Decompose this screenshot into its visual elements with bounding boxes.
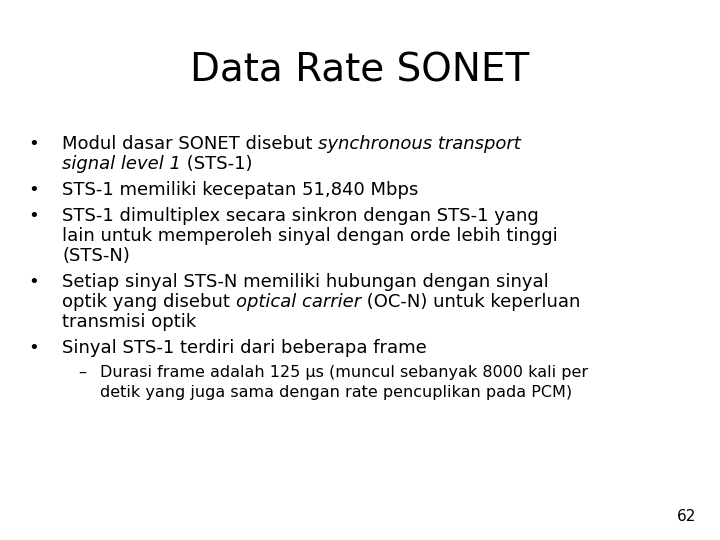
Text: (OC-N) untuk keperluan: (OC-N) untuk keperluan xyxy=(361,293,580,311)
Text: transmisi optik: transmisi optik xyxy=(62,313,197,331)
Text: STS-1 memiliki kecepatan 51,840 Mbps: STS-1 memiliki kecepatan 51,840 Mbps xyxy=(62,181,418,199)
Text: •: • xyxy=(28,207,39,225)
Text: optik yang disebut: optik yang disebut xyxy=(62,293,235,311)
Text: lain untuk memperoleh sinyal dengan orde lebih tinggi: lain untuk memperoleh sinyal dengan orde… xyxy=(62,227,558,245)
Text: Sinyal STS-1 terdiri dari beberapa frame: Sinyal STS-1 terdiri dari beberapa frame xyxy=(62,339,427,357)
Text: optical carrier: optical carrier xyxy=(235,293,361,311)
Text: •: • xyxy=(28,181,39,199)
Text: •: • xyxy=(28,135,39,153)
Text: –: – xyxy=(78,365,86,380)
Text: Data Rate SONET: Data Rate SONET xyxy=(190,52,530,90)
Text: STS-1 dimultiplex secara sinkron dengan STS-1 yang: STS-1 dimultiplex secara sinkron dengan … xyxy=(62,207,539,225)
Text: (STS-1): (STS-1) xyxy=(181,155,253,173)
Text: Setiap sinyal STS-N memiliki hubungan dengan sinyal: Setiap sinyal STS-N memiliki hubungan de… xyxy=(62,273,549,291)
Text: Durasi frame adalah 125 μs (muncul sebanyak 8000 kali per: Durasi frame adalah 125 μs (muncul seban… xyxy=(100,365,588,380)
Text: (STS-N): (STS-N) xyxy=(62,247,130,265)
Text: Modul dasar SONET disebut: Modul dasar SONET disebut xyxy=(62,135,318,153)
Text: 62: 62 xyxy=(677,509,696,524)
Text: •: • xyxy=(28,339,39,357)
Text: detik yang juga sama dengan rate pencuplikan pada PCM): detik yang juga sama dengan rate pencupl… xyxy=(100,385,572,400)
Text: signal level 1: signal level 1 xyxy=(62,155,181,173)
Text: synchronous transport: synchronous transport xyxy=(318,135,521,153)
Text: •: • xyxy=(28,273,39,291)
